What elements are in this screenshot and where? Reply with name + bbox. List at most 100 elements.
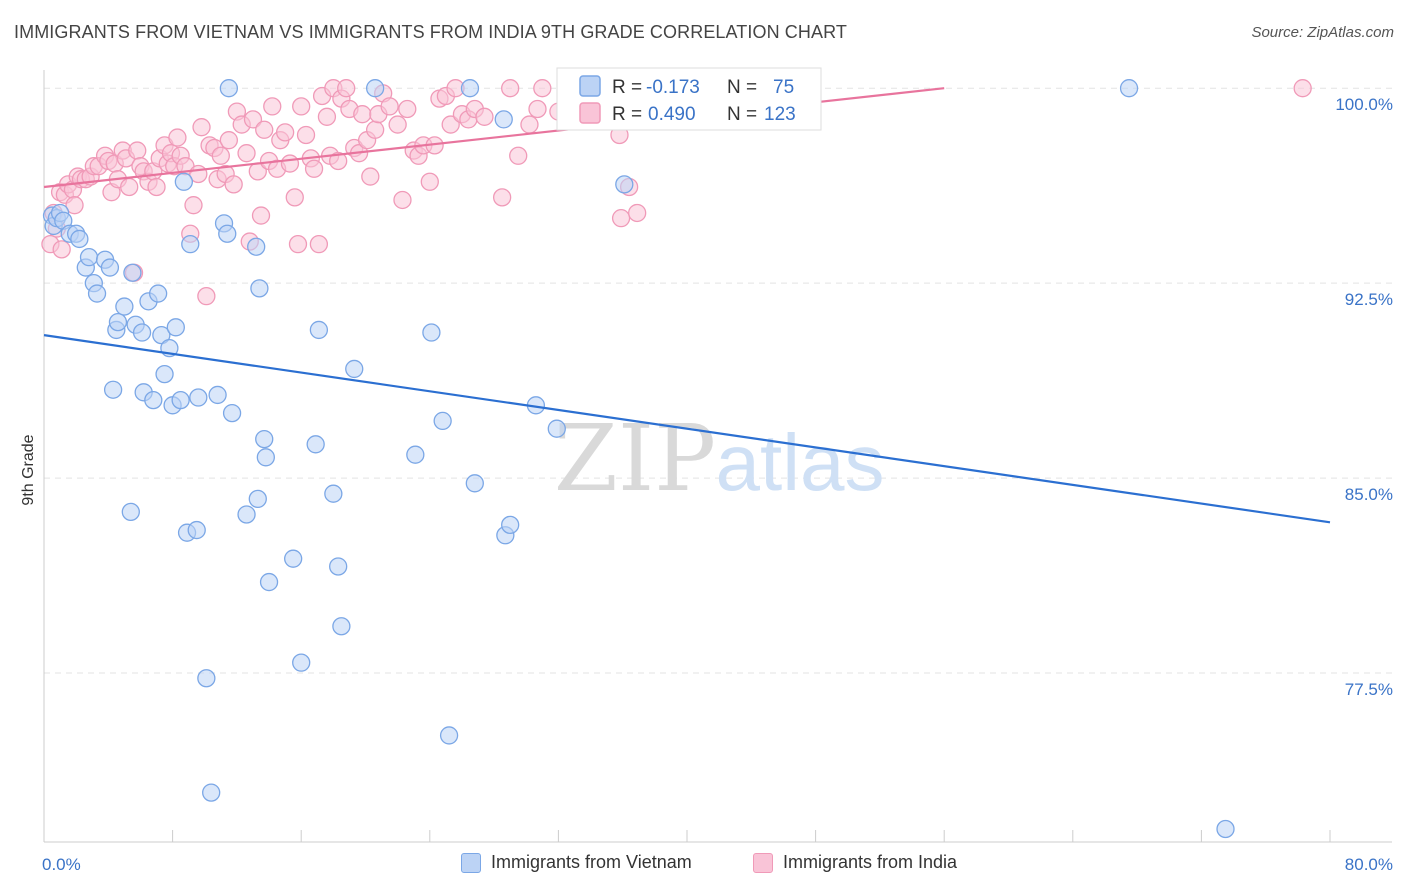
india-point (329, 151, 348, 171)
legend-label-india: Immigrants from India (783, 852, 958, 872)
vietnam-point (171, 390, 190, 410)
vietnam-point (324, 484, 343, 503)
vietnam-point (189, 388, 208, 407)
india-point (361, 167, 380, 186)
india-point (168, 128, 187, 147)
india-point (275, 123, 295, 142)
y-tick-label: 77.5% (1345, 680, 1393, 699)
watermark-zip: ZIP (554, 405, 716, 512)
india-point (280, 154, 300, 173)
legend-box (556, 67, 822, 131)
india-point (337, 79, 356, 98)
legend-swatch-india (579, 102, 601, 124)
india-point (317, 107, 337, 126)
vietnam-point (255, 429, 274, 449)
vietnam-point (152, 325, 171, 345)
chart-title: IMMIGRANTS FROM VIETNAM VS IMMIGRANTS FR… (14, 22, 847, 42)
vietnam-point (501, 515, 520, 535)
india-point (1293, 79, 1312, 98)
vietnam-point (345, 359, 364, 379)
india-point (393, 190, 412, 210)
india-point (237, 144, 256, 163)
vietnam-point (237, 505, 256, 524)
india-point (520, 115, 539, 134)
india-point (292, 97, 311, 116)
vietnam-point (365, 79, 385, 98)
vietnam-point (1216, 819, 1235, 839)
vietnam-point (222, 403, 242, 423)
vietnam-point (115, 297, 134, 316)
india-point (263, 97, 282, 116)
vietnam-point (433, 411, 452, 431)
series-vietnam-points (42, 79, 1235, 839)
legend-item-india: Immigrants from India (753, 852, 957, 873)
vietnam-point (256, 448, 275, 467)
india-point (296, 125, 316, 145)
vietnam-point (292, 653, 311, 672)
legend-r-label-vietnam: R = (612, 77, 642, 98)
gridlines (44, 87, 1392, 674)
vietnam-point (1119, 79, 1139, 98)
india-point (52, 240, 71, 259)
india-point (628, 203, 647, 223)
legend-r-label-india: R = (612, 104, 642, 125)
vietnam-point (166, 318, 185, 337)
vietnam-point (306, 435, 325, 454)
vietnam-point (309, 320, 329, 340)
legend-r-value-vietnam: -0.173 (646, 77, 700, 98)
chart-source: Source: ZipAtlas.com (1251, 24, 1394, 41)
vietnam-point (100, 258, 120, 277)
stats-legend: R = -0.173 N = 75 R = 0.490 N = 123 (556, 67, 822, 131)
india-point (251, 206, 271, 225)
vietnam-point (103, 380, 123, 399)
vietnam-point (202, 783, 221, 802)
legend-r-value-india: 0.490 (648, 104, 696, 125)
india-point (492, 188, 512, 207)
series-india-points (41, 79, 1312, 306)
vietnam-trend-line (43, 334, 1331, 524)
vietnam-point (155, 364, 174, 384)
vietnam-point (197, 669, 216, 688)
vietnam-point (248, 489, 267, 509)
india-point (388, 115, 407, 134)
data-points (41, 79, 1312, 839)
vietnam-point (87, 284, 107, 303)
india-point (285, 188, 304, 207)
india-point (192, 118, 211, 137)
vietnam-point (123, 263, 142, 282)
india-point (211, 146, 230, 165)
india-point (353, 105, 372, 124)
vietnam-point (615, 175, 634, 194)
vietnam-point (284, 549, 303, 568)
india-point (184, 196, 203, 215)
y-tick-label: 92.5% (1345, 290, 1393, 309)
legend-item-vietnam: Immigrants from Vietnam (461, 852, 692, 873)
vietnam-point (144, 390, 163, 410)
axes (43, 70, 1392, 843)
vietnam-point (132, 323, 152, 342)
vietnam-point (259, 572, 279, 592)
legend-n-value-india: 123 (764, 104, 796, 125)
vietnam-point (329, 557, 348, 576)
india-point (309, 235, 329, 254)
vietnam-point (219, 79, 239, 98)
vietnam-point (460, 79, 480, 98)
vietnam-point (108, 312, 128, 332)
y-tick-label: 100.0% (1335, 95, 1393, 114)
vietnam-point (218, 224, 237, 243)
vietnam-point (332, 617, 351, 636)
vietnam-point (250, 279, 269, 298)
india-point (420, 172, 439, 191)
vietnam-point (70, 229, 89, 249)
legend-swatch-india-bottom (753, 852, 773, 873)
india-point (120, 177, 139, 197)
vietnam-point (174, 172, 194, 191)
vietnam-point (406, 445, 425, 464)
india-point (147, 177, 166, 197)
vietnam-point (148, 284, 168, 303)
y-tick-labels: 100.0% 92.5% 85.0% 77.5% (1335, 95, 1393, 699)
x-tick-labels: 0.0% 80.0% (42, 855, 1393, 874)
vietnam-point (494, 110, 513, 129)
india-point (611, 209, 631, 228)
india-point (219, 131, 239, 150)
